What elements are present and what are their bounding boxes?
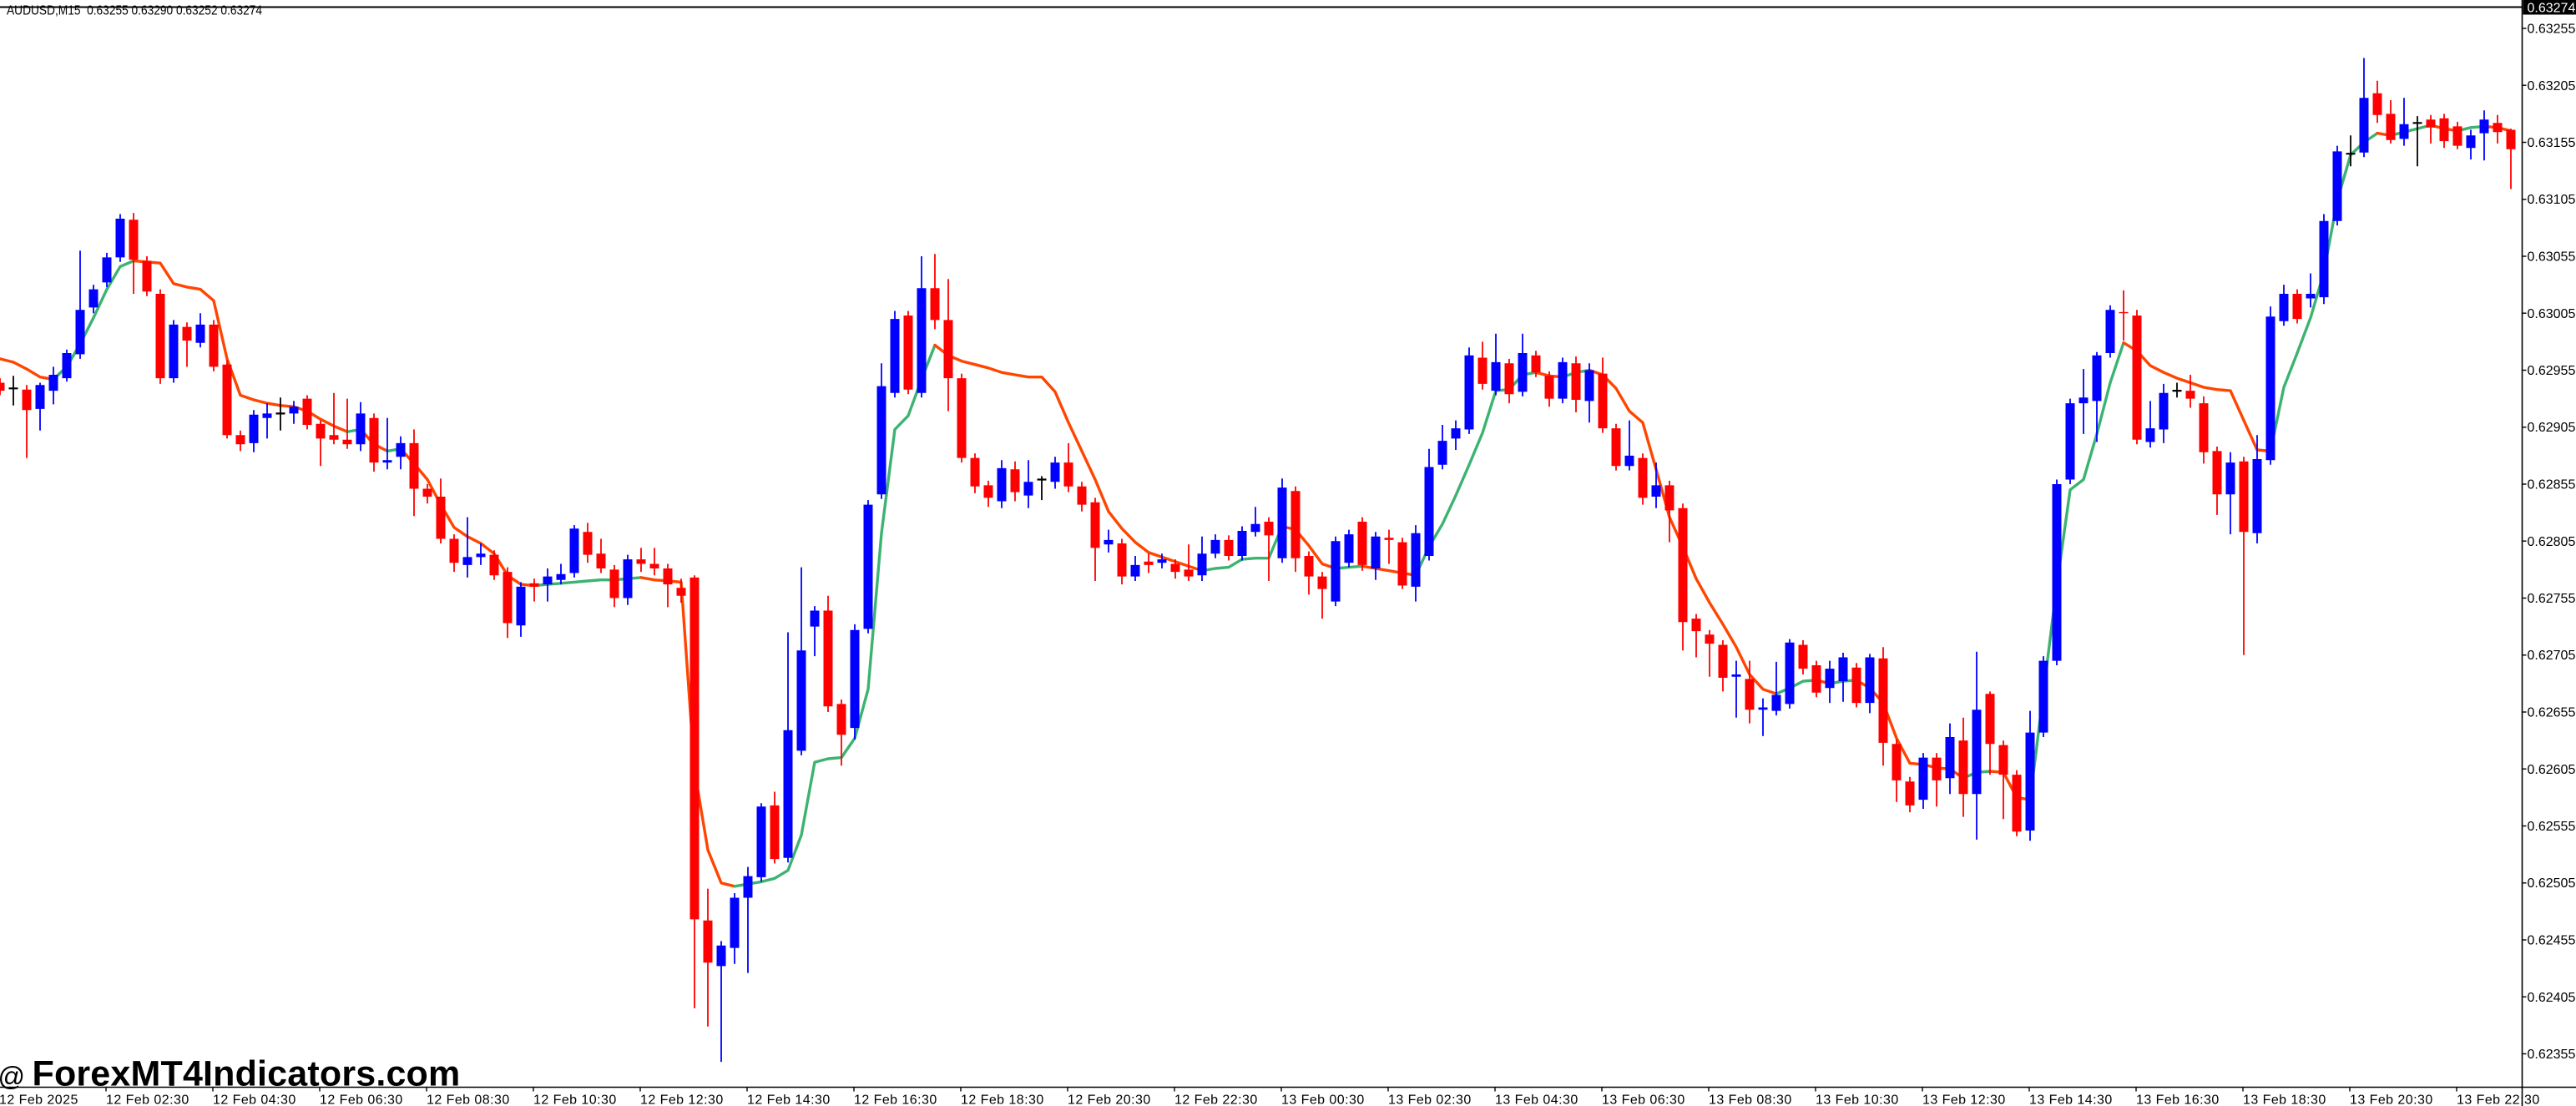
svg-text:13 Feb 16:30: 13 Feb 16:30 <box>2136 1093 2220 1106</box>
svg-text:12 Feb 02:30: 12 Feb 02:30 <box>106 1093 189 1106</box>
svg-text:0.62855: 0.62855 <box>2528 478 2576 492</box>
svg-text:0.62955: 0.62955 <box>2528 364 2576 378</box>
svg-text:13 Feb 20:30: 13 Feb 20:30 <box>2350 1093 2433 1106</box>
svg-text:@: @ <box>0 1062 25 1092</box>
svg-text:13 Feb 18:30: 13 Feb 18:30 <box>2243 1093 2326 1106</box>
svg-text:12 Feb 2025: 12 Feb 2025 <box>0 1093 78 1106</box>
svg-text:0.62455: 0.62455 <box>2528 934 2576 948</box>
svg-text:0.63205: 0.63205 <box>2528 79 2576 93</box>
svg-text:13 Feb 00:30: 13 Feb 00:30 <box>1281 1093 1365 1106</box>
svg-text:0.62755: 0.62755 <box>2528 592 2576 606</box>
svg-text:12 Feb 04:30: 12 Feb 04:30 <box>213 1093 296 1106</box>
svg-text:12 Feb 18:30: 12 Feb 18:30 <box>961 1093 1044 1106</box>
svg-text:0.62505: 0.62505 <box>2528 876 2576 891</box>
svg-text:12 Feb 16:30: 12 Feb 16:30 <box>854 1093 937 1106</box>
svg-text:12 Feb 14:30: 12 Feb 14:30 <box>747 1093 831 1106</box>
svg-text:12 Feb 22:30: 12 Feb 22:30 <box>1174 1093 1258 1106</box>
svg-text:12 Feb 20:30: 12 Feb 20:30 <box>1068 1093 1151 1106</box>
svg-text:0.63055: 0.63055 <box>2528 250 2576 265</box>
svg-text:13 Feb 08:30: 13 Feb 08:30 <box>1709 1093 1792 1106</box>
svg-text:0.62605: 0.62605 <box>2528 763 2576 777</box>
svg-text:0.62655: 0.62655 <box>2528 706 2576 720</box>
svg-text:13 Feb 04:30: 13 Feb 04:30 <box>1495 1093 1578 1106</box>
svg-text:0.63105: 0.63105 <box>2528 193 2576 207</box>
svg-text:13 Feb 22:30: 13 Feb 22:30 <box>2457 1093 2540 1106</box>
svg-text:AUDUSD,M15 0.63255 0.63290 0.: AUDUSD,M15 0.63255 0.63290 0.63252 0.632… <box>7 4 262 18</box>
svg-text:0.63255: 0.63255 <box>2528 23 2576 37</box>
svg-text:13 Feb 14:30: 13 Feb 14:30 <box>2029 1093 2113 1106</box>
svg-text:0.63274: 0.63274 <box>2528 2 2576 16</box>
svg-text:12 Feb 10:30: 12 Feb 10:30 <box>533 1093 617 1106</box>
svg-text:12 Feb 12:30: 12 Feb 12:30 <box>640 1093 724 1106</box>
svg-text:12 Feb 08:30: 12 Feb 08:30 <box>427 1093 510 1106</box>
svg-text:0.62805: 0.62805 <box>2528 535 2576 549</box>
svg-text:13 Feb 10:30: 13 Feb 10:30 <box>1816 1093 1899 1106</box>
svg-text:0.62555: 0.62555 <box>2528 820 2576 834</box>
svg-text:0.62705: 0.62705 <box>2528 649 2576 663</box>
svg-text:0.62405: 0.62405 <box>2528 991 2576 1005</box>
svg-text:13 Feb 12:30: 13 Feb 12:30 <box>1922 1093 2006 1106</box>
svg-text:13 Feb 06:30: 13 Feb 06:30 <box>1602 1093 1685 1106</box>
svg-text:12 Feb 06:30: 12 Feb 06:30 <box>320 1093 403 1106</box>
svg-text:0.62355: 0.62355 <box>2528 1048 2576 1062</box>
svg-text:0.63005: 0.63005 <box>2528 307 2576 321</box>
svg-text:ForexMT4Indicators.com: ForexMT4Indicators.com <box>33 1054 461 1094</box>
svg-text:0.62905: 0.62905 <box>2528 421 2576 435</box>
svg-text:0.63155: 0.63155 <box>2528 136 2576 150</box>
svg-text:13 Feb 02:30: 13 Feb 02:30 <box>1388 1093 1472 1106</box>
